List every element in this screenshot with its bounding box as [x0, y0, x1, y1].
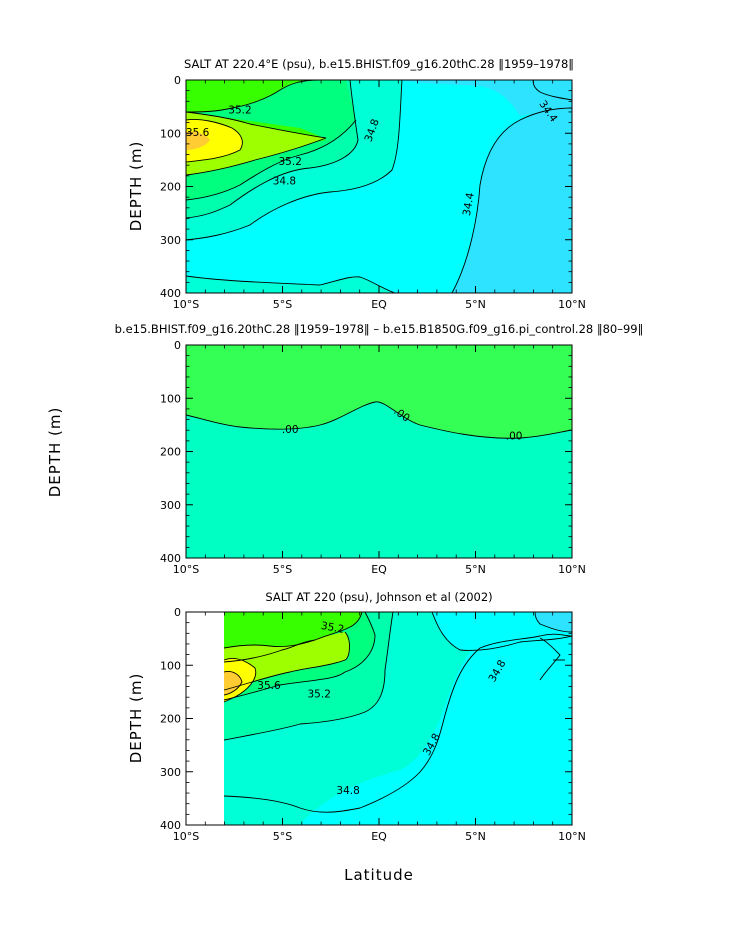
panel-1: SALT AT 220.4°E (psu), b.e15.BHIST.f09_g…: [127, 57, 586, 311]
contour-label: 35.2: [320, 620, 345, 636]
panel-3-contours: [223, 612, 572, 813]
fill-35-8: [186, 131, 210, 150]
panel-3-ticks: 10°S 5°S EQ 5°N 10°N 0 100 200 300 400: [160, 606, 586, 843]
contour-line: [223, 633, 572, 813]
contour-line: [223, 612, 394, 741]
x-tick-label: 5°S: [273, 563, 292, 576]
y-tick-label: 300: [160, 499, 181, 512]
y-tick-label: 0: [174, 339, 181, 352]
panel-2-title: b.e15.BHIST.f09_g16.20thC.28 ‖1959–1978‖…: [115, 322, 644, 336]
y-tick-label: 400: [160, 287, 181, 300]
x-tick-label: 5°N: [465, 298, 486, 311]
fill-35-2: [186, 80, 320, 112]
panel-3-xlabel: Latitude: [344, 866, 414, 884]
contour-label: 35.2: [308, 689, 331, 701]
x-tick-label: 10°S: [173, 298, 199, 311]
y-tick-label: 400: [160, 552, 181, 565]
contour-label: 35.6: [257, 680, 281, 692]
x-tick-label: 10°S: [173, 830, 199, 843]
fill-34-4: [300, 612, 572, 825]
contour-line: [223, 612, 376, 701]
contour-line: [186, 275, 396, 293]
y-tick-label: 400: [160, 819, 181, 832]
x-tick-label: EQ: [371, 830, 387, 843]
panel-2-fills: [186, 345, 572, 558]
panel-1-ylabel: DEPTH (m): [127, 141, 145, 232]
panel-2-contour-labels: .00 .00 .00: [282, 405, 523, 442]
y-tick-label: 300: [160, 234, 181, 247]
contour-line: [186, 111, 327, 139]
contour-line: [186, 401, 572, 439]
x-tick-label: 5°N: [465, 563, 486, 576]
contour-line: [186, 137, 327, 176]
contour-line: [431, 612, 572, 651]
fill-35-6: [186, 119, 243, 162]
contour-line: [539, 637, 561, 681]
y-tick-label: 0: [174, 606, 181, 619]
fill-34-4-upper: [432, 612, 572, 651]
x-tick-label: EQ: [371, 563, 387, 576]
y-tick-label: 200: [160, 181, 181, 194]
contour-line: [451, 107, 572, 293]
contour-label: 35.2: [279, 156, 302, 168]
contour-line: [186, 80, 359, 219]
contour-line: [186, 80, 403, 241]
panel-3-ylabel: DEPTH (m): [127, 673, 145, 764]
panel-2-ticks: 10°S 5°S EQ 5°N 10°N 0 100 200 300 400: [160, 339, 586, 576]
x-tick-label: 10°N: [558, 830, 586, 843]
contour-line: [534, 612, 572, 633]
fill-34-6-bottom: [186, 276, 395, 293]
fill-diff-positive: [186, 345, 572, 439]
y-tick-label: 100: [160, 392, 181, 405]
panel-1-fills: [186, 80, 572, 293]
y-tick-label: 100: [160, 127, 181, 140]
x-tick-label: 10°N: [558, 298, 586, 311]
y-tick-label: 0: [174, 74, 181, 87]
contour-label: 34.8: [336, 785, 359, 797]
contour-line: [223, 639, 316, 649]
y-tick-label: 200: [160, 713, 181, 726]
panel-1-contours: [186, 80, 572, 293]
fill-34-2: [452, 108, 572, 293]
y-tick-label: 200: [160, 446, 181, 459]
contour-line: [186, 80, 321, 113]
fill-34-2-top: [400, 80, 572, 116]
x-tick-label: 5°S: [273, 830, 292, 843]
x-tick-label: EQ: [371, 298, 387, 311]
y-tick-label: 300: [160, 766, 181, 779]
contour-label: .00: [282, 424, 299, 436]
panel-2-ylabel: DEPTH (m): [46, 407, 64, 498]
panel-3: SALT AT 220 (psu), Johnson et al (2002): [127, 590, 586, 884]
panel-1-ticks: 10°S 5°S EQ 5°N 10°N 0 100 200 300 400: [160, 74, 586, 311]
contour-line: [186, 119, 357, 201]
contour-line: [223, 657, 257, 703]
panel-1-title: SALT AT 220.4°E (psu), b.e15.BHIST.f09_g…: [184, 57, 574, 71]
contour-line: [223, 671, 243, 696]
x-tick-label: 10°S: [173, 563, 199, 576]
panel-3-title: SALT AT 220 (psu), Johnson et al (2002): [265, 590, 492, 604]
x-tick-label: 10°N: [558, 563, 586, 576]
panel-2: b.e15.BHIST.f09_g16.20thC.28 ‖1959–1978‖…: [46, 322, 643, 576]
fill-34-2: [535, 612, 572, 632]
contour-label: 35.6: [186, 127, 210, 139]
contour-label: 34.4: [461, 191, 477, 216]
x-tick-label: 5°S: [273, 298, 292, 311]
panel-2-contours: [186, 401, 572, 439]
contour-label: 34.8: [273, 176, 296, 188]
contour-line: [186, 119, 243, 163]
y-tick-label: 100: [160, 659, 181, 672]
contour-line: [223, 631, 350, 691]
contour-label: .00: [506, 431, 523, 443]
x-tick-label: 5°N: [465, 830, 486, 843]
contour-label: 35.2: [228, 104, 251, 116]
fill-34-0: [533, 80, 572, 100]
